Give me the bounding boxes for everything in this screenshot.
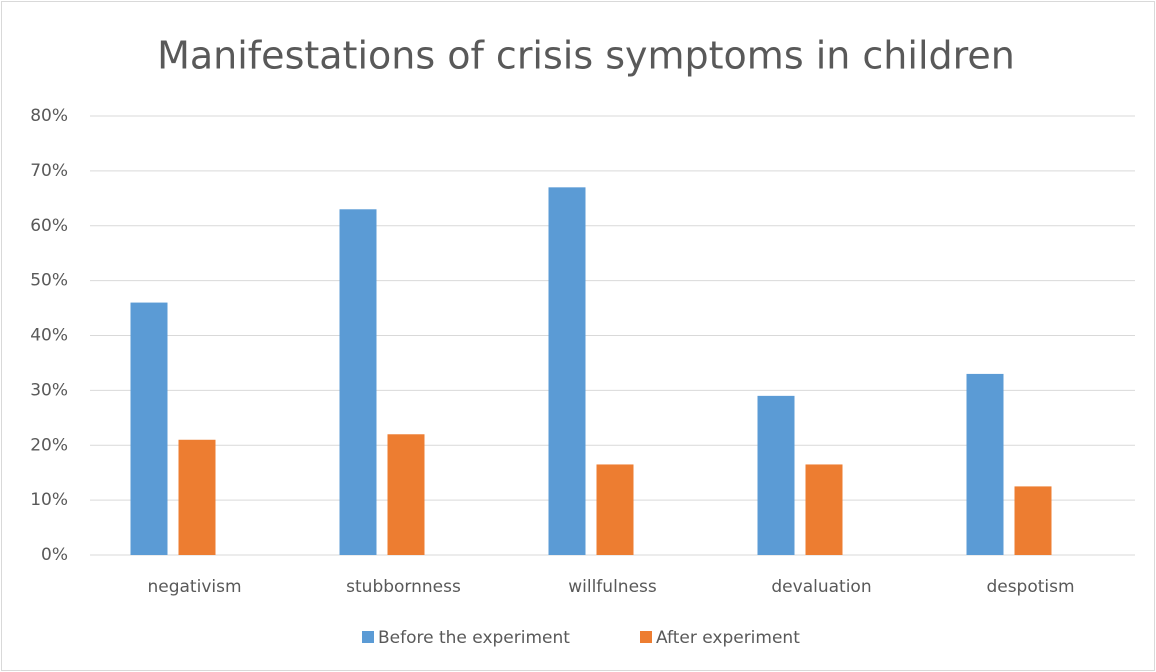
bar	[805, 464, 843, 555]
x-tick-label: stubbornness	[346, 577, 461, 597]
bar	[966, 373, 1004, 555]
chart-title: Manifestations of crisis symptoms in chi…	[157, 34, 1015, 78]
y-tick-label: 70%	[30, 161, 68, 181]
x-tick-label: negativism	[147, 577, 241, 597]
x-tick-label: devaluation	[771, 577, 871, 597]
y-tick-label: 60%	[30, 216, 68, 236]
bar	[596, 464, 634, 555]
y-tick-label: 30%	[30, 380, 68, 400]
legend-label: After experiment	[656, 628, 800, 648]
legend-swatch	[640, 631, 652, 643]
bar	[548, 187, 586, 555]
bar	[339, 209, 377, 555]
y-tick-label: 0%	[41, 545, 68, 565]
bar	[178, 439, 216, 555]
bar	[1014, 486, 1052, 555]
x-tick-label: willfulness	[568, 577, 657, 597]
y-tick-label: 80%	[30, 106, 68, 126]
bar	[387, 434, 425, 555]
bar	[130, 302, 168, 555]
legend-label: Before the experiment	[378, 628, 570, 648]
y-tick-label: 20%	[30, 435, 68, 455]
y-tick-label: 40%	[30, 326, 68, 346]
y-tick-label: 50%	[30, 271, 68, 291]
x-tick-label: despotism	[986, 577, 1074, 597]
bar	[757, 395, 795, 555]
y-tick-label: 10%	[30, 490, 68, 510]
legend-swatch	[362, 631, 374, 643]
